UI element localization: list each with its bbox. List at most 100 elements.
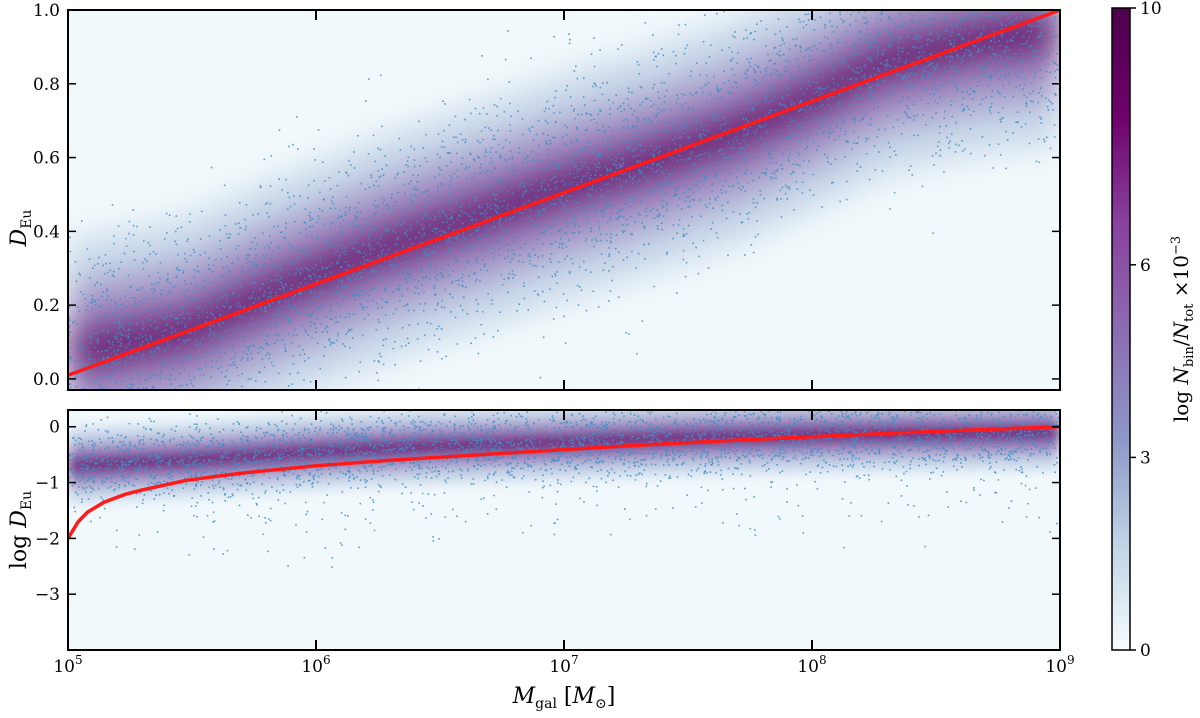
scatter-point <box>967 14 970 17</box>
scatter-point <box>763 125 765 128</box>
scatter-point <box>622 150 624 153</box>
scatter-point <box>259 272 261 275</box>
scatter-point <box>379 245 382 247</box>
scatter-point <box>1025 101 1028 104</box>
scatter-point <box>107 315 109 318</box>
scatter-point <box>392 463 395 465</box>
scatter-point <box>683 53 686 55</box>
scatter-point <box>682 249 685 252</box>
scatter-point <box>576 201 579 204</box>
scatter-point <box>305 307 307 310</box>
scatter-point <box>819 94 821 97</box>
scatter-point <box>702 133 704 136</box>
scatter-point <box>934 84 937 86</box>
scatter-point <box>1038 92 1041 94</box>
scatter-point <box>306 247 309 250</box>
scatter-point <box>954 85 957 88</box>
scatter-point <box>93 300 96 303</box>
scatter-point <box>502 444 504 447</box>
scatter-point <box>877 30 880 32</box>
scatter-point <box>511 249 513 251</box>
scatter-point <box>686 125 688 128</box>
scatter-point <box>308 225 311 228</box>
scatter-point <box>927 102 929 105</box>
scatter-point <box>157 347 160 349</box>
scatter-point <box>507 227 510 229</box>
scatter-point <box>698 134 701 136</box>
scatter-point <box>691 150 693 153</box>
scatter-point <box>732 154 735 157</box>
scatter-point <box>769 161 771 164</box>
scatter-point <box>806 105 808 108</box>
scatter-point <box>631 233 634 236</box>
scatter-point <box>634 140 637 142</box>
scatter-point <box>523 297 526 300</box>
scatter-point <box>209 329 212 332</box>
scatter-point <box>855 71 857 74</box>
scatter-point <box>663 193 666 195</box>
scatter-point <box>551 203 553 206</box>
scatter-point <box>547 167 550 170</box>
scatter-point <box>468 205 471 208</box>
scatter-point <box>757 81 759 84</box>
scatter-point <box>765 132 768 135</box>
scatter-point <box>205 365 207 368</box>
scatter-point <box>128 220 131 223</box>
scatter-point <box>955 24 957 26</box>
scatter-point <box>412 174 414 177</box>
scatter-point <box>957 57 959 59</box>
scatter-point <box>807 73 809 76</box>
scatter-point <box>814 107 817 110</box>
scatter-point <box>654 189 656 191</box>
scatter-point <box>681 104 683 107</box>
scatter-point <box>656 182 658 184</box>
scatter-point <box>166 232 168 234</box>
scatter-point <box>961 109 964 112</box>
scatter-point <box>329 310 332 312</box>
scatter-point <box>886 62 889 65</box>
scatter-point <box>623 209 625 211</box>
scatter-point <box>452 221 455 224</box>
scatter-point <box>1024 123 1027 125</box>
scatter-point <box>504 139 507 141</box>
scatter-point <box>927 75 929 78</box>
scatter-point <box>550 142 552 145</box>
scatter-point <box>254 310 257 312</box>
scatter-point <box>640 150 643 152</box>
scatter-point <box>383 260 386 263</box>
scatter-point <box>362 276 365 279</box>
scatter-point <box>275 291 277 294</box>
scatter-point <box>272 301 274 304</box>
scatter-point <box>475 298 477 301</box>
scatter-point <box>189 317 191 320</box>
scatter-point <box>339 230 341 232</box>
scatter-point <box>134 300 136 303</box>
scatter-point <box>535 133 538 136</box>
scatter-point <box>251 337 253 339</box>
scatter-point <box>736 62 739 64</box>
scatter-point <box>131 378 133 381</box>
scatter-point <box>845 198 848 201</box>
scatter-point <box>893 83 896 85</box>
scatter-point <box>288 385 290 387</box>
scatter-point <box>945 30 947 33</box>
scatter-point <box>909 116 912 119</box>
scatter-point <box>597 221 600 223</box>
scatter-point <box>441 273 443 276</box>
scatter-point <box>964 68 967 70</box>
scatter-point <box>356 211 358 214</box>
scatter-point <box>75 323 78 325</box>
scatter-point <box>804 69 806 72</box>
scatter-point <box>855 79 857 81</box>
scatter-point <box>503 199 505 202</box>
scatter-point <box>884 461 886 464</box>
scatter-point <box>854 42 857 45</box>
scatter-point <box>1017 69 1019 71</box>
scatter-point <box>722 116 724 119</box>
scatter-point <box>386 228 389 230</box>
scatter-point <box>728 156 731 158</box>
scatter-point <box>363 269 366 271</box>
scatter-point <box>169 282 172 285</box>
scatter-point <box>586 128 588 131</box>
scatter-point <box>313 296 316 299</box>
